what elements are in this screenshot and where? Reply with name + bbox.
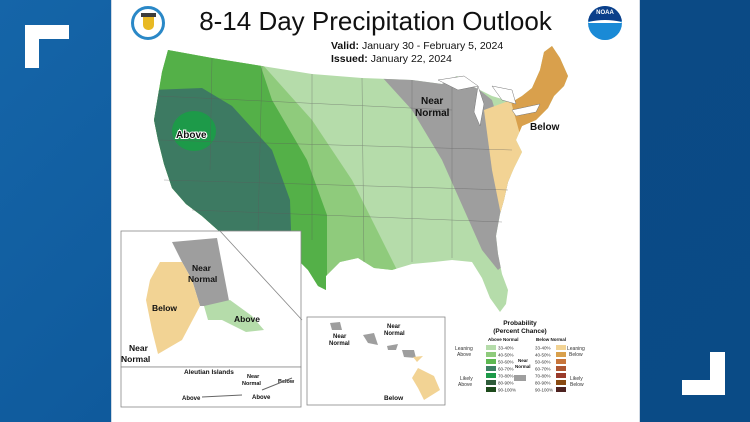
label-hi-near-2: Near xyxy=(387,324,401,330)
legend-swatch xyxy=(556,359,566,364)
legend-range: 80-90% xyxy=(498,381,514,386)
valid-line: Valid: January 30 - February 5, 2024 xyxy=(331,40,503,52)
label-ak-sw-normal: Normal xyxy=(121,354,150,364)
svg-text:Below: Below xyxy=(570,382,584,388)
valid-value: January 30 - February 5, 2024 xyxy=(361,40,504,52)
label-ak-sw-near: Near xyxy=(129,343,149,353)
legend-range: 70-80% xyxy=(535,374,551,379)
label-aleutian-below: Below xyxy=(278,379,295,385)
label-ak-above: Above xyxy=(234,314,260,324)
svg-text:Normal: Normal xyxy=(515,364,531,369)
legend-range: 33-40% xyxy=(535,346,551,351)
label-ak-normal: Normal xyxy=(188,274,217,284)
legend-range: 60-70% xyxy=(498,367,514,372)
label-hi-normal-1: Normal xyxy=(329,341,350,347)
legend-range: 50-60% xyxy=(498,360,514,365)
legend-range: 70-80% xyxy=(498,374,514,379)
svg-text:Below: Below xyxy=(569,352,583,358)
corner-bracket-bottom-right-vertical xyxy=(710,352,725,395)
legend-range: 90-100% xyxy=(535,388,553,393)
legend-swatch xyxy=(556,373,566,378)
legend-range: 50-60% xyxy=(535,360,551,365)
svg-text:Above Normal: Above Normal xyxy=(488,337,519,342)
issued-label: Issued: xyxy=(331,53,368,65)
valid-label: Valid: xyxy=(331,40,360,52)
legend-swatch xyxy=(486,359,496,364)
svg-text:Above: Above xyxy=(458,382,472,388)
legend-range: 80-90% xyxy=(535,381,551,386)
label-aleutian-near: Near xyxy=(247,374,260,380)
legend-swatch xyxy=(486,387,496,392)
precipitation-map: Above Near Normal Below Near Normal Belo… xyxy=(120,46,585,408)
legend-swatch xyxy=(486,373,496,378)
corner-bracket-top-left-vertical xyxy=(25,25,39,68)
hawaii-inset: Near Normal Near Normal Below xyxy=(306,316,446,406)
label-hi-below: Below xyxy=(384,395,404,402)
legend-range: 40-50% xyxy=(498,353,514,358)
legend-swatch xyxy=(556,352,566,357)
label-aleutian-normal: Normal xyxy=(242,381,261,387)
label-hi-normal-2: Normal xyxy=(384,331,405,337)
legend-swatch xyxy=(556,345,566,350)
probability-legend: Probability (Percent Chance) Above Norma… xyxy=(455,320,585,393)
legend-range: 33-40% xyxy=(498,346,514,351)
commerce-seal-icon xyxy=(131,6,165,40)
noaa-logo-icon: NOAA xyxy=(588,6,622,40)
legend-swatch xyxy=(486,352,496,357)
svg-text:Below Normal: Below Normal xyxy=(536,337,566,342)
legend-range: 60-70% xyxy=(535,367,551,372)
issued-line: Issued: January 22, 2024 xyxy=(331,53,452,65)
page-title: 8-14 Day Precipitation Outlook xyxy=(199,6,552,36)
label-conus-normal: Normal xyxy=(415,108,450,119)
svg-text:Likely: Likely xyxy=(570,376,583,382)
label-conus-above: Above xyxy=(176,130,207,141)
legend-swatch xyxy=(486,366,496,371)
legend-swatch xyxy=(486,380,496,385)
legend-range: 40-50% xyxy=(535,353,551,358)
legend-swatch xyxy=(486,345,496,350)
issued-value: January 22, 2024 xyxy=(370,53,452,65)
legend-swatch xyxy=(556,366,566,371)
noaa-text: NOAA xyxy=(596,10,614,16)
label-ak-below: Below xyxy=(152,303,177,313)
svg-text:Likely: Likely xyxy=(460,376,473,382)
label-aleutian-above-2: Above xyxy=(252,395,271,401)
legend-range: 90-100% xyxy=(498,388,516,393)
label-aleutian-above-1: Above xyxy=(182,396,201,402)
svg-text:Leaning: Leaning xyxy=(455,346,473,352)
legend-swatch xyxy=(556,387,566,392)
svg-text:Near: Near xyxy=(518,358,528,363)
svg-text:(Percent Chance): (Percent Chance) xyxy=(493,328,546,335)
label-conus-below: Below xyxy=(530,122,560,133)
outlook-map-panel: 8-14 Day Precipitation Outlook NOAA Vali… xyxy=(111,0,640,422)
svg-text:Probability: Probability xyxy=(503,320,537,327)
label-hi-near-1: Near xyxy=(333,334,347,340)
label-aleutian-title: Aleutian Islands xyxy=(184,369,234,376)
svg-text:Above: Above xyxy=(457,352,471,358)
svg-text:Leaning: Leaning xyxy=(567,346,585,352)
legend-swatch xyxy=(556,380,566,385)
alaska-inset: Near Normal Below Above Near Normal Aleu… xyxy=(120,230,303,408)
label-conus-near: Near xyxy=(421,96,443,107)
label-ak-near: Near xyxy=(192,263,212,273)
